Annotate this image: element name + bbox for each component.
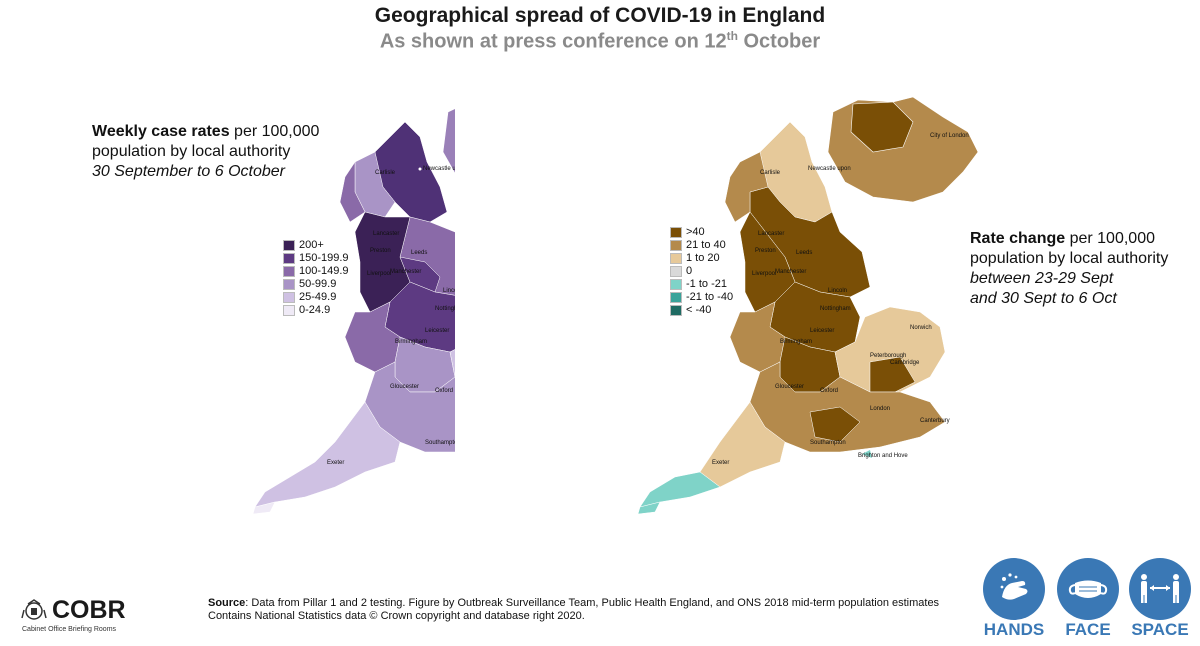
legend-label: -1 to -21 [686,278,727,290]
svg-text:Southampton: Southampton [425,440,455,446]
legend-label: < -40 [686,304,712,316]
right-map-caption: Rate change per 100,000 population by lo… [970,230,1169,307]
legend-swatch [670,305,682,316]
svg-text:Peterborough: Peterborough [870,353,906,359]
legend-swatch [283,240,295,251]
svg-text:Exeter: Exeter [712,460,729,466]
hands-label: HANDS [983,620,1045,639]
svg-text:Lancaster: Lancaster [373,231,399,237]
legend-label: >40 [686,226,705,238]
svg-text:Leicester: Leicester [810,328,834,334]
legend-swatch [283,266,295,277]
mask-icon [1057,558,1119,620]
legend-entry: 150-199.9 [283,252,349,265]
svg-text:Birmingham: Birmingham [395,339,427,345]
svg-text:Newcastle upon: Newcastle upon [808,166,851,172]
svg-text:Nottingham: Nottingham [435,306,455,312]
page-subtitle: As shown at press conference on 12th Oct… [379,29,821,53]
legend-swatch [670,279,682,290]
svg-text:Southampton: Southampton [810,440,846,446]
legend-entry: 0 [670,265,733,278]
face-badge: FACE [1057,558,1128,640]
legend-entry: 50-99.9 [283,278,349,291]
legend-entry: -21 to -40 [670,291,733,304]
svg-text:City of London: City of London [930,133,969,139]
legend-label: 150-199.9 [299,252,349,264]
legend-entry: 25-49.9 [283,291,349,304]
legend-label: 21 to 40 [686,239,726,251]
svg-text:Birmingham: Birmingham [780,339,812,345]
svg-text:Manchester: Manchester [390,269,421,275]
svg-text:Newcastle upon: Newcastle upon [423,166,455,172]
svg-text:Lincoln: Lincoln [443,288,455,294]
svg-text:Preston: Preston [370,248,391,254]
legend-entry: 200+ [283,239,349,252]
svg-text:Manchester: Manchester [775,269,806,275]
legend-entry: < -40 [670,304,733,317]
svg-text:Canterbury: Canterbury [920,418,950,424]
legend-entry: >40 [670,226,733,239]
svg-text:Gloucester: Gloucester [775,384,804,390]
rate-change-map: Newcastle upon Carlisle Lancaster Presto… [637,96,979,515]
legend-swatch [670,253,682,264]
legend-swatch [283,279,295,290]
svg-text:Oxford: Oxford [820,388,838,394]
space-badge: SPACE [1129,558,1200,640]
legend-label: 0 [686,265,693,277]
legend-swatch [670,292,682,303]
legend-swatch [670,227,682,238]
svg-text:Carlisle: Carlisle [760,170,781,176]
left-map-caption: Weekly case rates per 100,000 population… [92,123,320,180]
svg-text:Leeds: Leeds [411,250,427,256]
hands-badge: HANDS [983,558,1054,640]
svg-text:Cambridge: Cambridge [890,360,920,366]
hands-icon [983,558,1045,620]
legend-entry: 1 to 20 [670,252,733,265]
legend-entry: -1 to -21 [670,278,733,291]
legend-entry: 0-24.9 [283,304,349,317]
legend-label: 200+ [299,239,324,251]
legend-swatch [283,292,295,303]
svg-text:Norwich: Norwich [910,325,932,331]
legend-swatch [670,266,682,277]
legend-label: 25-49.9 [299,291,337,303]
svg-text:Liverpool: Liverpool [752,271,776,277]
distance-icon [1129,558,1191,620]
legend-label: 50-99.9 [299,278,337,290]
svg-text:Brighton and Hove: Brighton and Hove [858,453,908,459]
svg-text:Preston: Preston [755,248,776,254]
legend-entry: 21 to 40 [670,239,733,252]
legend-label: 0-24.9 [299,304,331,316]
svg-text:Oxford: Oxford [435,388,453,394]
legend-label: -21 to -40 [686,291,734,303]
legend-label: 1 to 20 [686,252,720,264]
svg-text:Exeter: Exeter [327,460,344,466]
case-rate-legend: 200+ 150-199.9 100-149.9 50-99.9 25-49.9 0-24… [283,239,349,317]
case-rate-map: Newcastle upon Carlisle Lancaster Presto… [252,108,455,515]
page-title: Geographical spread of COVID-19 in Engla… [374,4,826,27]
svg-text:Carlisle: Carlisle [375,170,396,176]
london-inset [442,108,455,174]
legend-swatch [283,253,295,264]
svg-text:Lincoln: Lincoln [828,288,847,294]
legend-swatch [670,240,682,251]
svg-text:London: London [870,406,890,412]
cobr-logo-text: COBR [52,596,126,624]
legend-entry: 100-149.9 [283,265,349,278]
legend-label: 100-149.9 [299,265,349,277]
svg-text:Gloucester: Gloucester [390,384,419,390]
cobr-subtitle: Cabinet Office Briefing Rooms [22,626,117,633]
space-label: SPACE [1131,620,1189,639]
svg-text:Liverpool: Liverpool [367,271,391,277]
rate-change-legend: >40 21 to 40 1 to 20 0 -1 to -21 -21 to -40 < … [670,226,733,317]
svg-text:Nottingham: Nottingham [820,306,851,312]
source-note: Source: Data from Pillar 1 and 2 testing… [208,597,940,622]
legend-swatch [283,305,295,316]
svg-text:Lancaster: Lancaster [758,231,784,237]
crest-icon [21,599,47,620]
svg-text:Leeds: Leeds [796,250,812,256]
svg-text:Leicester: Leicester [425,328,449,334]
face-label: FACE [1065,620,1111,639]
